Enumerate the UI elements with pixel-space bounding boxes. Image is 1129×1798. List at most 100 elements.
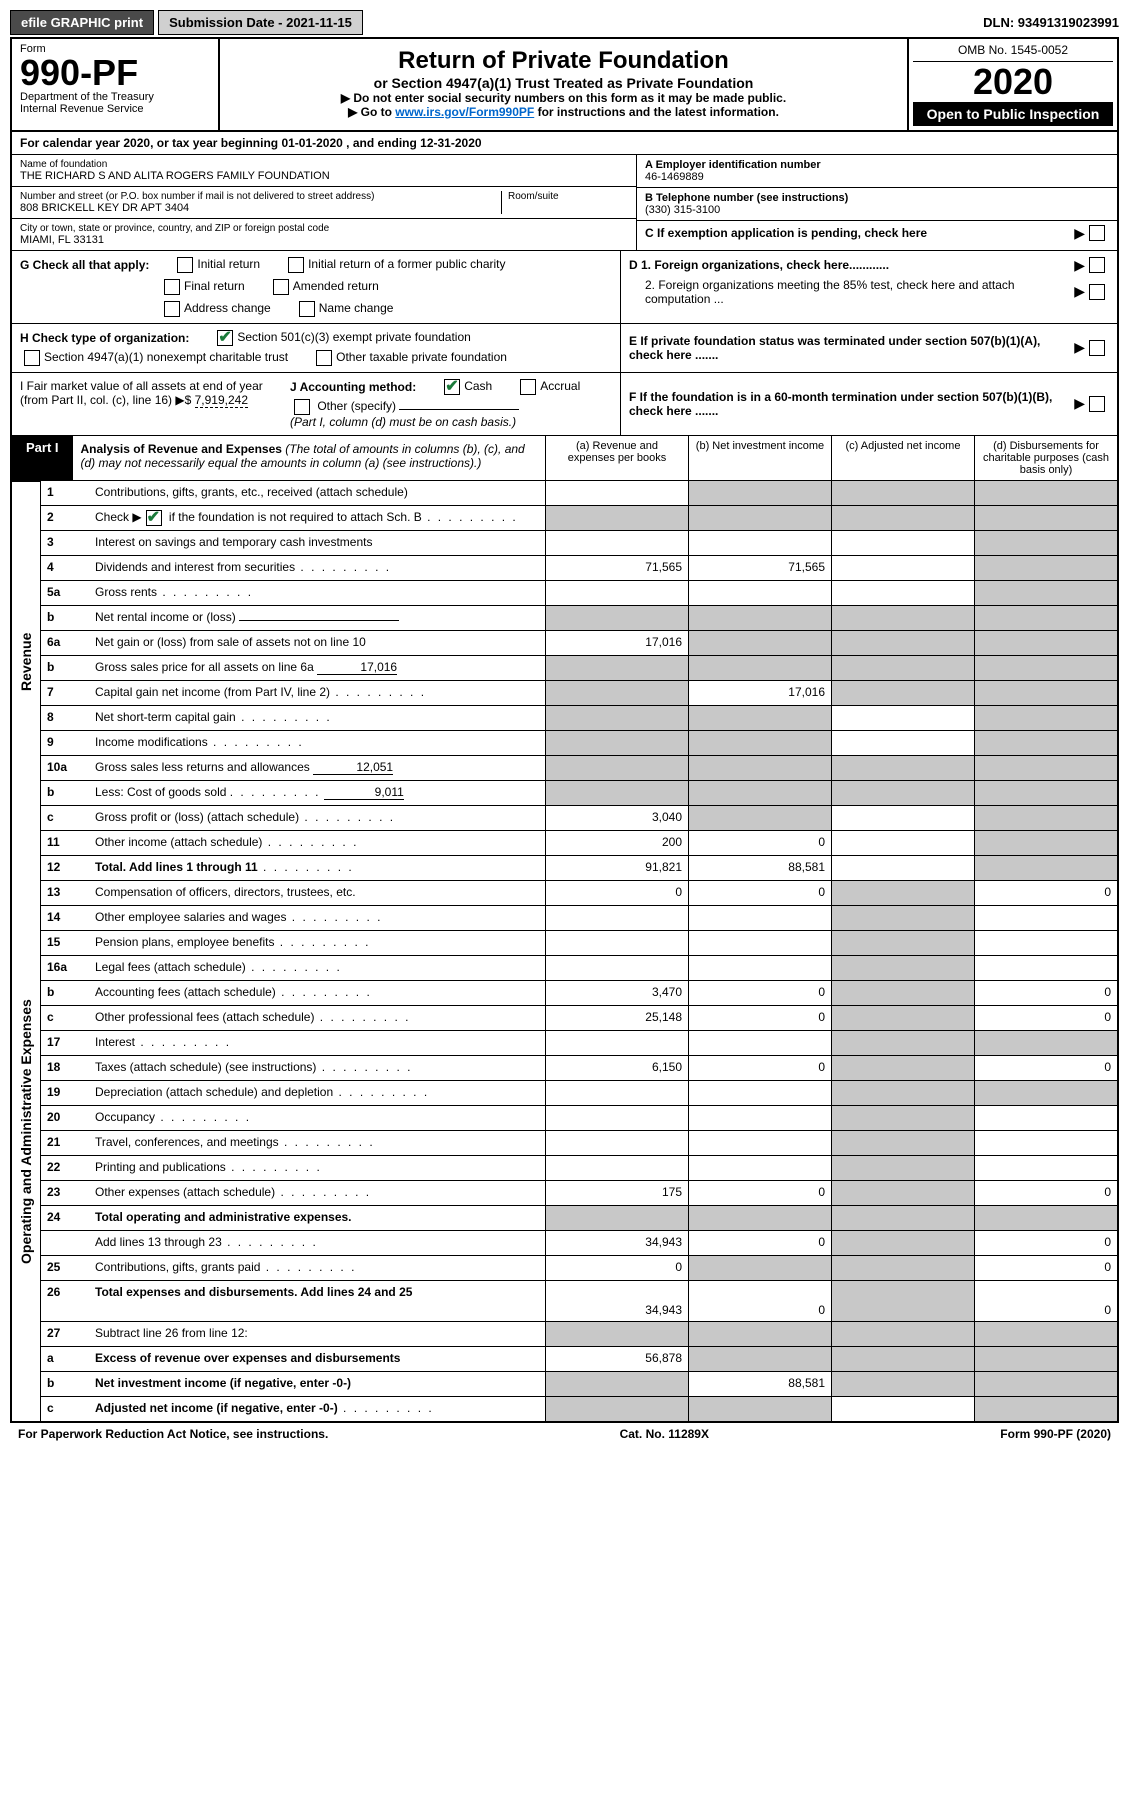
d1-checkbox[interactable] bbox=[1089, 257, 1105, 273]
dln-text: DLN: 93491319023991 bbox=[983, 15, 1119, 30]
instr2-pre: ▶ Go to bbox=[348, 105, 395, 119]
j-cash-checkbox[interactable] bbox=[444, 379, 460, 395]
l3: Interest on savings and temporary cash i… bbox=[89, 531, 545, 555]
l16b-b: 0 bbox=[688, 981, 831, 1005]
tel-value: (330) 315-3100 bbox=[645, 204, 1109, 216]
l24b: Add lines 13 through 23 bbox=[95, 1235, 222, 1249]
l16b-a: 3,470 bbox=[545, 981, 688, 1005]
g-former-checkbox[interactable] bbox=[288, 257, 304, 273]
foundation-name: THE RICHARD S AND ALITA ROGERS FAMILY FO… bbox=[20, 170, 628, 182]
f-checkbox[interactable] bbox=[1089, 396, 1105, 412]
j-note: (Part I, column (d) must be on cash basi… bbox=[290, 415, 612, 429]
open-badge: Open to Public Inspection bbox=[913, 102, 1113, 126]
l10c: Gross profit or (loss) (attach schedule) bbox=[95, 810, 299, 824]
g-address-checkbox[interactable] bbox=[164, 301, 180, 317]
l10a: Gross sales less returns and allowances bbox=[95, 760, 310, 774]
form-title: Return of Private Foundation bbox=[228, 47, 899, 75]
instructions-link[interactable]: www.irs.gov/Form990PF bbox=[395, 105, 534, 119]
j-other-checkbox[interactable] bbox=[294, 399, 310, 415]
l11a: 200 bbox=[545, 831, 688, 855]
l16c-a: 25,148 bbox=[545, 1006, 688, 1030]
l2-post: if the foundation is not required to att… bbox=[166, 510, 422, 524]
l22: Printing and publications bbox=[95, 1160, 226, 1174]
l25: Contributions, gifts, grants paid bbox=[95, 1260, 260, 1274]
h-4947-checkbox[interactable] bbox=[24, 350, 40, 366]
l6a: Net gain or (loss) from sale of assets n… bbox=[89, 631, 545, 655]
d2-checkbox[interactable] bbox=[1089, 284, 1105, 300]
l16a: Legal fees (attach schedule) bbox=[95, 960, 246, 974]
submission-button[interactable]: Submission Date - 2021-11-15 bbox=[158, 10, 363, 35]
l23b: 0 bbox=[688, 1181, 831, 1205]
e-checkbox[interactable] bbox=[1089, 340, 1105, 356]
form-instr-1: ▶ Do not enter social security numbers o… bbox=[228, 91, 899, 105]
g-amended-checkbox[interactable] bbox=[273, 279, 289, 295]
l8: Net short-term capital gain bbox=[95, 710, 236, 724]
l25d: 0 bbox=[974, 1256, 1117, 1280]
l23a: 175 bbox=[545, 1181, 688, 1205]
city-value: MIAMI, FL 33131 bbox=[20, 234, 628, 246]
g2: Initial return of a former public charit… bbox=[308, 257, 505, 271]
g-name-checkbox[interactable] bbox=[299, 301, 315, 317]
l13a: 0 bbox=[545, 881, 688, 905]
g-final-checkbox[interactable] bbox=[164, 279, 180, 295]
l2-checkbox[interactable] bbox=[146, 510, 162, 526]
col-c-head: (c) Adjusted net income bbox=[831, 436, 974, 480]
calendar-year-row: For calendar year 2020, or tax year begi… bbox=[12, 132, 1117, 155]
h-label: H Check type of organization: bbox=[20, 331, 189, 345]
col-b-head: (b) Net investment income bbox=[688, 436, 831, 480]
l9: Income modifications bbox=[95, 735, 208, 749]
l13d: 0 bbox=[974, 881, 1117, 905]
ein-value: 46-1469889 bbox=[645, 171, 1109, 183]
ein-label: A Employer identification number bbox=[645, 159, 1109, 171]
footer-right: Form 990-PF (2020) bbox=[1000, 1427, 1111, 1441]
l27b-b: 88,581 bbox=[688, 1372, 831, 1396]
h-other-checkbox[interactable] bbox=[316, 350, 332, 366]
h3: Other taxable private foundation bbox=[336, 350, 507, 364]
l16b-d: 0 bbox=[974, 981, 1117, 1005]
l24: Total operating and administrative expen… bbox=[95, 1210, 352, 1224]
l17: Interest bbox=[95, 1035, 135, 1049]
l10b: Less: Cost of goods sold bbox=[95, 785, 226, 799]
dept-1: Department of the Treasury bbox=[20, 91, 210, 103]
j-label: J Accounting method: bbox=[290, 380, 416, 394]
g-label: G Check all that apply: bbox=[20, 258, 149, 272]
l27b: Net investment income (if negative, ente… bbox=[95, 1376, 351, 1390]
l16c: Other professional fees (attach schedule… bbox=[95, 1010, 314, 1024]
g-initial-checkbox[interactable] bbox=[177, 257, 193, 273]
j-accrual-checkbox[interactable] bbox=[520, 379, 536, 395]
l27a: Excess of revenue over expenses and disb… bbox=[95, 1351, 400, 1365]
addr-value: 808 BRICKELL KEY DR APT 3404 bbox=[20, 202, 501, 214]
l27a-a: 56,878 bbox=[545, 1347, 688, 1371]
l5b: Net rental income or (loss) bbox=[95, 610, 236, 624]
l1: Contributions, gifts, grants, etc., rece… bbox=[89, 481, 545, 505]
l6a-a: 17,016 bbox=[545, 631, 688, 655]
arrow-icon: ▶ bbox=[1074, 257, 1085, 274]
h-501c3-checkbox[interactable] bbox=[217, 330, 233, 346]
dept-2: Internal Revenue Service bbox=[20, 103, 210, 115]
l24b-d: 0 bbox=[974, 1231, 1117, 1255]
c-label: C If exemption application is pending, c… bbox=[645, 226, 1074, 240]
form-subtitle: or Section 4947(a)(1) Trust Treated as P… bbox=[228, 75, 899, 91]
efile-button[interactable]: efile GRAPHIC print bbox=[10, 10, 154, 35]
l13: Compensation of officers, directors, tru… bbox=[89, 881, 545, 905]
l18a: 6,150 bbox=[545, 1056, 688, 1080]
j1: Cash bbox=[464, 379, 492, 393]
l12: Total. Add lines 1 through 11 bbox=[95, 860, 258, 874]
l18d: 0 bbox=[974, 1056, 1117, 1080]
instr2-post: for instructions and the latest informat… bbox=[534, 105, 779, 119]
l26a: 34,943 bbox=[545, 1281, 688, 1321]
l14: Other employee salaries and wages bbox=[95, 910, 286, 924]
c-checkbox[interactable] bbox=[1089, 225, 1105, 241]
expenses-tab: Operating and Administrative Expenses bbox=[12, 842, 40, 1421]
g6: Name change bbox=[319, 301, 394, 315]
tax-year: 2020 bbox=[913, 62, 1113, 102]
l13b: 0 bbox=[688, 881, 831, 905]
part-title: Analysis of Revenue and Expenses bbox=[81, 442, 282, 456]
addr-label: Number and street (or P.O. box number if… bbox=[20, 191, 501, 202]
l10a-v: 12,051 bbox=[313, 760, 393, 775]
l11b: 0 bbox=[688, 831, 831, 855]
l27c: Adjusted net income (if negative, enter … bbox=[95, 1401, 338, 1415]
l10c-a: 3,040 bbox=[545, 806, 688, 830]
l10b-v: 9,011 bbox=[324, 785, 404, 800]
l11: Other income (attach schedule) bbox=[95, 835, 262, 849]
